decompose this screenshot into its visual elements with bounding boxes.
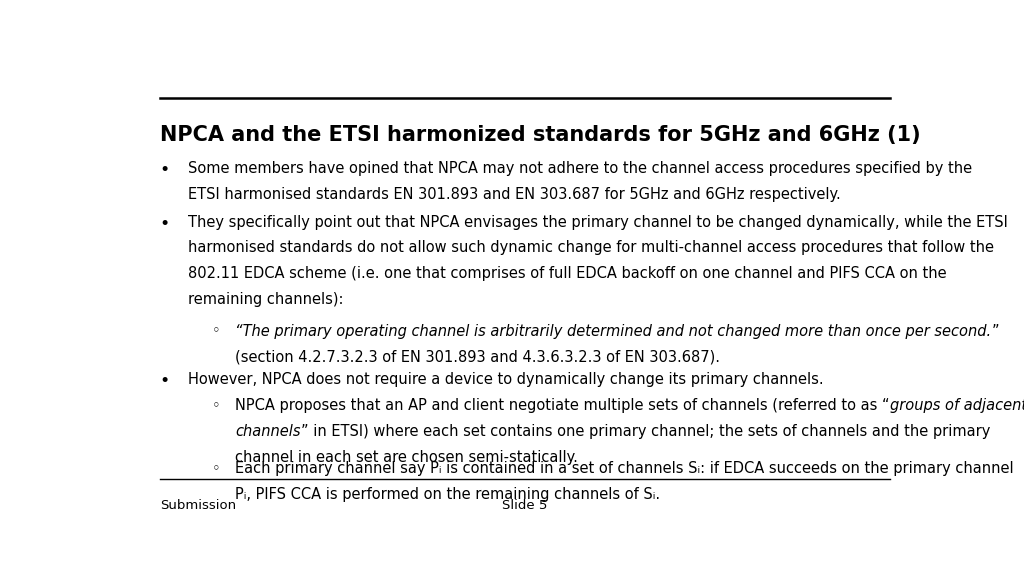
- Text: NPCA proposes that an AP and client negotiate multiple sets of channels (referre: NPCA proposes that an AP and client nego…: [236, 398, 890, 413]
- Text: harmonised standards do not allow such dynamic change for multi-channel access p: harmonised standards do not allow such d…: [187, 240, 993, 255]
- Text: Slide 5: Slide 5: [502, 499, 548, 512]
- Text: Pᵢ, PIFS CCA is performed on the remaining channels of Sᵢ.: Pᵢ, PIFS CCA is performed on the remaini…: [236, 487, 660, 502]
- Text: ETSI harmonised standards EN 301.893 and EN 303.687 for 5GHz and 6GHz respective: ETSI harmonised standards EN 301.893 and…: [187, 187, 841, 202]
- Text: •: •: [160, 161, 170, 179]
- Text: They specifically point out that NPCA envisages the primary channel to be change: They specifically point out that NPCA en…: [187, 215, 1008, 230]
- Text: groups of adjacent: groups of adjacent: [890, 398, 1024, 413]
- Text: remaining channels):: remaining channels):: [187, 292, 343, 307]
- Text: NPCA and the ETSI harmonized standards for 5GHz and 6GHz (1): NPCA and the ETSI harmonized standards f…: [160, 124, 921, 145]
- Text: 802.11 EDCA scheme (i.e. one that comprises of full EDCA backoff on one channel : 802.11 EDCA scheme (i.e. one that compri…: [187, 266, 946, 281]
- Text: channels: channels: [236, 424, 301, 439]
- Text: However, NPCA does not require a device to dynamically change its primary channe: However, NPCA does not require a device …: [187, 373, 823, 388]
- Text: •: •: [160, 373, 170, 391]
- Text: Each primary channel say Pᵢ is contained in a set of channels Sᵢ: if EDCA succee: Each primary channel say Pᵢ is contained…: [236, 461, 1014, 476]
- Text: ◦: ◦: [211, 324, 220, 339]
- Text: ”: ”: [991, 324, 998, 339]
- Text: (section 4.2.7.3.2.3 of EN 301.893 and 4.3.6.3.2.3 of EN 303.687).: (section 4.2.7.3.2.3 of EN 301.893 and 4…: [236, 350, 720, 365]
- Text: Some members have opined that NPCA may not adhere to the channel access procedur: Some members have opined that NPCA may n…: [187, 161, 972, 176]
- Text: ◦: ◦: [211, 398, 220, 413]
- Text: channel in each set are chosen semi-statically.: channel in each set are chosen semi-stat…: [236, 450, 578, 465]
- Text: •: •: [160, 215, 170, 233]
- Text: Submission: Submission: [160, 499, 236, 512]
- Text: ◦: ◦: [211, 461, 220, 476]
- Text: ” in ETSI) where each set contains one primary channel; the sets of channels and: ” in ETSI) where each set contains one p…: [301, 424, 990, 439]
- Text: “The primary operating channel is arbitrarily determined and not changed more th: “The primary operating channel is arbitr…: [236, 324, 991, 339]
